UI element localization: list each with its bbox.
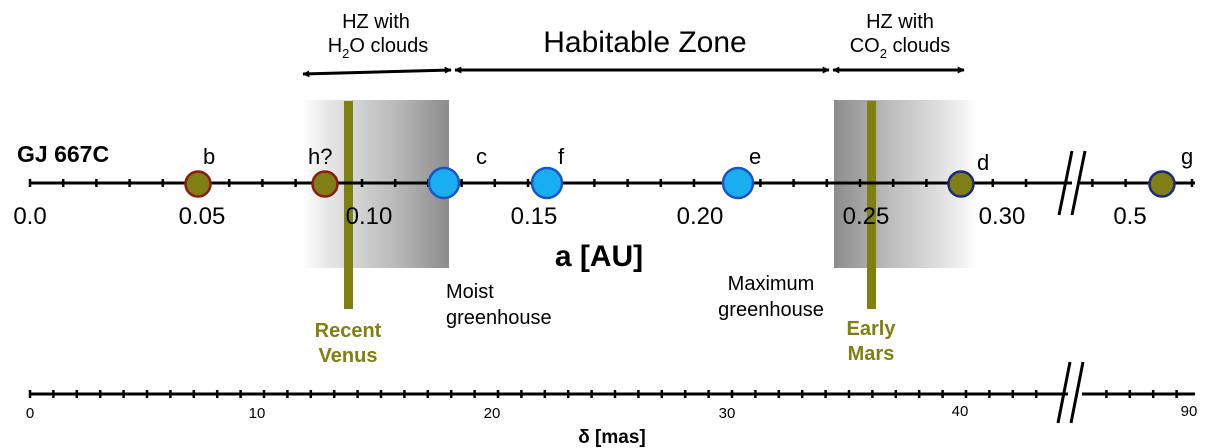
moist-greenhouse-label-line2: greenhouse bbox=[446, 307, 552, 329]
au-axis-title: a [AU] bbox=[555, 240, 643, 273]
mas-tick-label: 30 bbox=[719, 405, 736, 422]
hz-h2o-label-line2: H2O clouds bbox=[328, 35, 429, 61]
au-tick-label: 0.05 bbox=[179, 203, 226, 230]
mas-axis-break-2 bbox=[1069, 361, 1085, 424]
mas-tick-label: 0 bbox=[26, 405, 34, 422]
hz-h2o-arrow bbox=[302, 66, 452, 78]
planet-f: f bbox=[530, 144, 565, 200]
maximum-greenhouse-label-line1: Maximum bbox=[728, 273, 815, 295]
early-mars-label-line1: Early bbox=[847, 318, 897, 340]
hz-h2o-label-line1: HZ with bbox=[342, 11, 410, 33]
planet-label: c bbox=[476, 144, 487, 169]
habitable-zone-label: Habitable Zone bbox=[543, 26, 746, 59]
au-tick-label: 0.30 bbox=[979, 203, 1026, 230]
planet-e: e bbox=[721, 144, 761, 200]
planet-label: d bbox=[977, 150, 989, 175]
hz-co2-label-line2: CO2 clouds bbox=[850, 35, 951, 61]
au-tick-label: 0.20 bbox=[677, 203, 724, 230]
recent-venus-bar bbox=[344, 101, 353, 309]
au-tick-label: 0.10 bbox=[346, 203, 393, 230]
planet-marker bbox=[947, 170, 975, 198]
planet-label: e bbox=[749, 144, 761, 169]
early-mars-label-line2: Mars bbox=[848, 343, 895, 365]
au-axis-break-1 bbox=[1057, 150, 1074, 216]
planet-h: h? bbox=[308, 144, 339, 198]
hz-co2-label-line1: HZ with bbox=[866, 11, 934, 33]
planet-d: d bbox=[947, 150, 989, 198]
planet-marker bbox=[721, 166, 755, 200]
au-tick-label: 0.5 bbox=[1113, 203, 1146, 230]
early-mars-bar bbox=[867, 101, 876, 309]
planet-label: h? bbox=[308, 144, 332, 169]
mas-axis-break-1 bbox=[1056, 361, 1072, 424]
planet-b: b bbox=[184, 144, 215, 198]
planet-marker bbox=[530, 166, 564, 200]
planet-g: g bbox=[1148, 144, 1193, 198]
maximum-greenhouse-label-line2: greenhouse bbox=[718, 299, 824, 321]
recent-venus-label-line1: Recent bbox=[315, 320, 382, 342]
mas-axis-title: δ [mas] bbox=[578, 427, 645, 448]
planet-marker bbox=[1148, 170, 1176, 198]
mas-tick-label: 40 bbox=[952, 403, 969, 420]
star-label: GJ 667C bbox=[17, 141, 109, 167]
mas-axis-minor-ticks bbox=[28, 390, 1178, 398]
au-tick-label: 0.25 bbox=[843, 203, 890, 230]
planet-marker bbox=[311, 170, 339, 198]
planet-label: b bbox=[203, 144, 215, 169]
planet-c: c bbox=[427, 144, 487, 200]
au-axis-break-2 bbox=[1070, 150, 1087, 216]
mas-tick-label: 90 bbox=[1181, 403, 1198, 420]
planet-marker bbox=[184, 170, 212, 198]
planet-label: f bbox=[558, 144, 565, 169]
au-tick-label: 0.15 bbox=[511, 203, 558, 230]
planet-label: g bbox=[1181, 144, 1193, 169]
moist-greenhouse-label-line1: Moist bbox=[446, 281, 494, 303]
recent-venus-label-line2: Venus bbox=[319, 345, 378, 367]
mas-tick-label: 10 bbox=[249, 405, 266, 422]
planet-marker bbox=[427, 166, 461, 200]
mas-tick-label: 20 bbox=[484, 405, 501, 422]
au-tick-label: 0.0 bbox=[13, 203, 46, 230]
